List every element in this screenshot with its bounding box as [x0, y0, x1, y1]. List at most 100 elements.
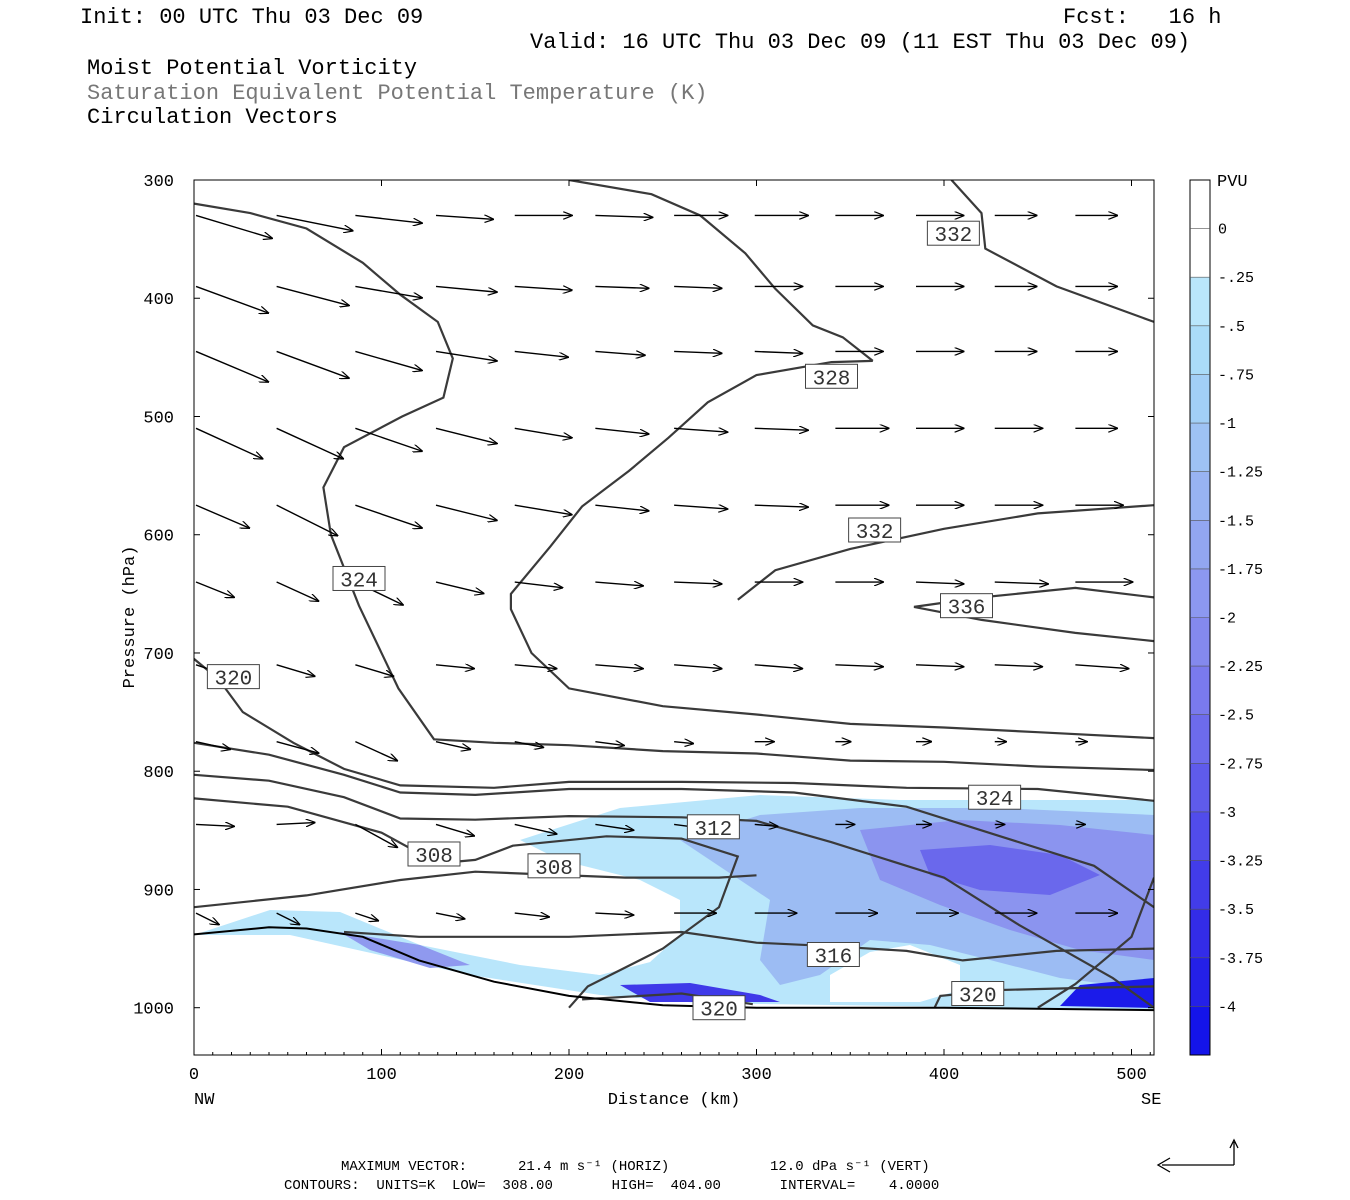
contour-label: 324	[340, 570, 378, 593]
contour-line-1	[509, 359, 1154, 740]
contours-info: CONTOURS: UNITS=K LOW= 308.00 HIGH= 404.…	[284, 1178, 940, 1194]
colorbar-swatch	[1190, 617, 1210, 667]
vector-arrow	[595, 823, 633, 830]
vector-arrow	[195, 912, 219, 924]
vector-arrow	[276, 740, 319, 753]
vector-arrow	[754, 665, 803, 669]
vector-arrow	[514, 665, 557, 669]
colorbar-label: -3.5	[1218, 902, 1254, 919]
vector-arrow	[276, 581, 319, 601]
vector-arrow	[514, 350, 568, 357]
contour-label-box	[848, 517, 902, 543]
vector-arrow	[1075, 665, 1128, 669]
contour-label-box	[940, 593, 993, 619]
vector-arrow	[595, 665, 643, 669]
colorbar-swatch	[1190, 277, 1210, 327]
contour-label-box	[926, 220, 980, 246]
pv-clear-pocket-right	[830, 945, 960, 1002]
contour-line-12	[913, 586, 1154, 643]
y-tick-label: 600	[143, 528, 174, 547]
contour-line-4	[194, 741, 1154, 909]
ground-line	[194, 926, 1154, 1012]
vector-arrow	[674, 582, 722, 584]
y-tick-label: 500	[143, 409, 174, 428]
vector-arrow	[674, 742, 693, 744]
colorbar-swatch	[1190, 520, 1210, 570]
contour-line-3	[194, 658, 1154, 802]
y-tick-label: 1000	[133, 1001, 174, 1020]
vector-arrow	[754, 505, 808, 507]
x-tick-label: 100	[366, 1066, 397, 1085]
vector-arrow	[195, 427, 263, 458]
colorbar-label: -3	[1218, 805, 1236, 822]
vector-arrow	[355, 664, 393, 676]
vector-arrow	[994, 665, 1043, 667]
vector-arrow	[514, 823, 557, 834]
valid-time-label: Valid: 16 UTC Thu 03 Dec 09 (11 EST Thu …	[530, 30, 1191, 55]
vector-arrow	[435, 504, 497, 520]
field-title-thetae: Saturation Equivalent Potential Temperat…	[87, 81, 708, 106]
colorbar-label: -3.25	[1218, 854, 1263, 871]
contour-line-7	[194, 870, 757, 909]
contour-label-box	[968, 784, 1022, 810]
colorbar-swatch	[1190, 909, 1210, 959]
vector-arrow	[754, 351, 803, 353]
vector-arrow	[355, 741, 397, 761]
x-tick-label: 200	[554, 1066, 585, 1085]
colorbar-label: -3.75	[1218, 951, 1263, 968]
pv-region-core	[920, 845, 1100, 895]
vector-arrow	[195, 824, 234, 826]
contour-label: 336	[948, 598, 986, 621]
contour-label-box	[805, 363, 858, 389]
contour-line-0	[568, 180, 874, 362]
vector-arrow	[435, 740, 470, 750]
colorbar-swatch	[1190, 325, 1210, 375]
forecast-hour-label: Fcst: 16 h	[1063, 5, 1222, 30]
contour-label: 332	[934, 225, 972, 248]
max-vector-horiz: 21.4 m s⁻¹ (HORIZ)	[518, 1159, 670, 1175]
vector-arrow	[276, 214, 353, 230]
vector-arrow	[435, 350, 497, 361]
contour-label: 316	[814, 946, 852, 969]
y-tick-label: 400	[143, 291, 174, 310]
contour-label-box	[527, 853, 581, 879]
vector-arrow	[276, 823, 315, 825]
init-label: Init: 00 UTC Thu 03 Dec 09	[80, 5, 424, 30]
colorbar-label: -4	[1218, 999, 1236, 1016]
plot-frame	[193, 179, 1155, 1056]
vector-arrow	[595, 351, 644, 355]
contour-label: 308	[415, 846, 453, 869]
pv-shading	[194, 795, 1154, 1010]
contour-label-box	[951, 981, 1005, 1007]
contour-label-box	[692, 995, 746, 1021]
x-tick-label: 300	[741, 1066, 772, 1085]
colorbar-label: -.25	[1218, 270, 1254, 287]
vector-arrow	[514, 913, 549, 917]
vector-arrow	[514, 740, 544, 748]
vector-arrow	[595, 504, 648, 511]
field-title-mpv: Moist Potential Vorticity	[87, 56, 418, 81]
vector-arrow	[195, 285, 268, 313]
colorbar-swatch	[1190, 811, 1210, 862]
vector-arrow	[435, 823, 474, 835]
y-tick-label: 700	[143, 646, 174, 665]
vector-arrow	[835, 665, 883, 667]
colorbar-swatch	[1190, 568, 1210, 618]
colorbar-title: PVU	[1217, 173, 1248, 192]
colorbar-swatch	[1190, 860, 1210, 910]
colorbar-swatch	[1190, 423, 1210, 473]
max-vector-label: MAXIMUM VECTOR:	[341, 1159, 468, 1175]
vector-arrow	[674, 428, 727, 432]
contour-line-5	[194, 773, 1154, 1009]
contour-line-14	[950, 180, 1154, 323]
contour-label: 332	[856, 522, 894, 545]
vector-arrow	[674, 665, 722, 669]
colorbar-swatch	[1190, 180, 1210, 230]
field-title-vectors: Circulation Vectors	[87, 105, 338, 130]
contour-label: 320	[700, 1000, 738, 1023]
vector-arrow	[195, 740, 230, 750]
pv-region-lowlevel-right	[1060, 978, 1154, 1008]
contour-label: 320	[214, 669, 252, 692]
x-axis-label: Distance (km)	[608, 1091, 741, 1110]
